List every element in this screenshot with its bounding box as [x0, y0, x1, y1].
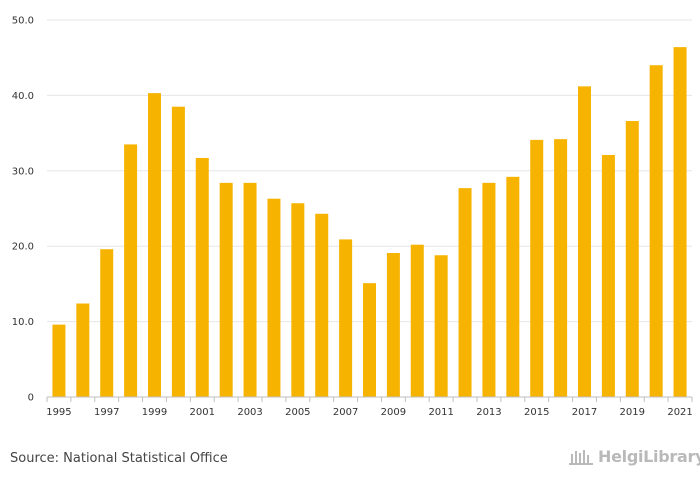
x-tick-label: 1999 [142, 407, 167, 418]
bar-2018[interactable] [601, 154, 615, 397]
y-tick-label: 40.0 [12, 91, 34, 102]
bar-2005[interactable] [291, 203, 305, 397]
x-tick-marks [46, 397, 693, 402]
x-tick-label: 2019 [620, 407, 645, 418]
x-tick-label: 2001 [190, 407, 215, 418]
bar-2007[interactable] [339, 239, 353, 397]
bar-2015[interactable] [530, 139, 544, 398]
source-note: Source: National Statistical Office [10, 451, 228, 466]
x-tick-label: 1995 [46, 407, 71, 418]
bars [52, 47, 687, 398]
x-tick-label: 2009 [381, 407, 406, 418]
bar-1995[interactable] [52, 324, 66, 397]
bar-2012[interactable] [458, 188, 472, 397]
bar-chart: 0 10.0 20.0 30.0 40.0 50.0 1995 1997 1999 2001 20… [12, 16, 693, 419]
y-tick-label: 30.0 [12, 166, 34, 177]
bar-2008[interactable] [363, 283, 376, 397]
x-tick-label: 2013 [476, 407, 501, 418]
bar-2016[interactable] [554, 139, 568, 397]
bar-2011[interactable] [434, 255, 448, 397]
bar-2003[interactable] [243, 182, 257, 397]
bar-2009[interactable] [386, 252, 400, 397]
x-tick-label: 2011 [428, 407, 453, 418]
x-tick-label: 1997 [94, 407, 119, 418]
grid-lines [47, 19, 692, 323]
bar-2001[interactable] [195, 157, 209, 397]
bar-2006[interactable] [315, 213, 329, 397]
bar-1997[interactable] [100, 249, 114, 397]
bar-2020[interactable] [649, 65, 663, 398]
library-building-icon [569, 449, 593, 465]
y-tick-label: 10.0 [12, 317, 34, 328]
x-tick-label: 2007 [333, 407, 358, 418]
y-tick-label: 0 [28, 393, 34, 404]
bar-1998[interactable] [124, 144, 138, 397]
bar-1999[interactable] [148, 93, 161, 397]
bar-1996[interactable] [76, 303, 90, 397]
y-tick-label: 50.0 [12, 16, 34, 27]
bar-2004[interactable] [267, 198, 281, 397]
x-tick-label: 2021 [667, 407, 692, 418]
bar-2002[interactable] [219, 182, 233, 397]
x-tick-label: 2005 [285, 407, 310, 418]
bar-2017[interactable] [578, 86, 591, 398]
x-tick-label: 2017 [572, 407, 597, 418]
bar-2021[interactable] [673, 47, 687, 397]
bar-2019[interactable] [625, 121, 639, 397]
x-tick-label: 2015 [524, 407, 549, 418]
x-tick-label: 2003 [237, 407, 262, 418]
brand-name: HelgiLibrary [598, 447, 700, 466]
y-tick-labels: 0 10.0 20.0 30.0 40.0 50.0 [12, 16, 34, 404]
y-tick-label: 20.0 [12, 242, 34, 253]
x-tick-labels: 1995 1997 1999 2001 2003 2005 2007 2009 2011 2013… [46, 407, 693, 418]
brand-logo[interactable]: HelgiLibrary [568, 447, 700, 466]
bar-2014[interactable] [506, 176, 520, 397]
bar-2010[interactable] [410, 244, 424, 397]
bar-2013[interactable] [482, 182, 496, 397]
bar-2000[interactable] [171, 106, 185, 398]
